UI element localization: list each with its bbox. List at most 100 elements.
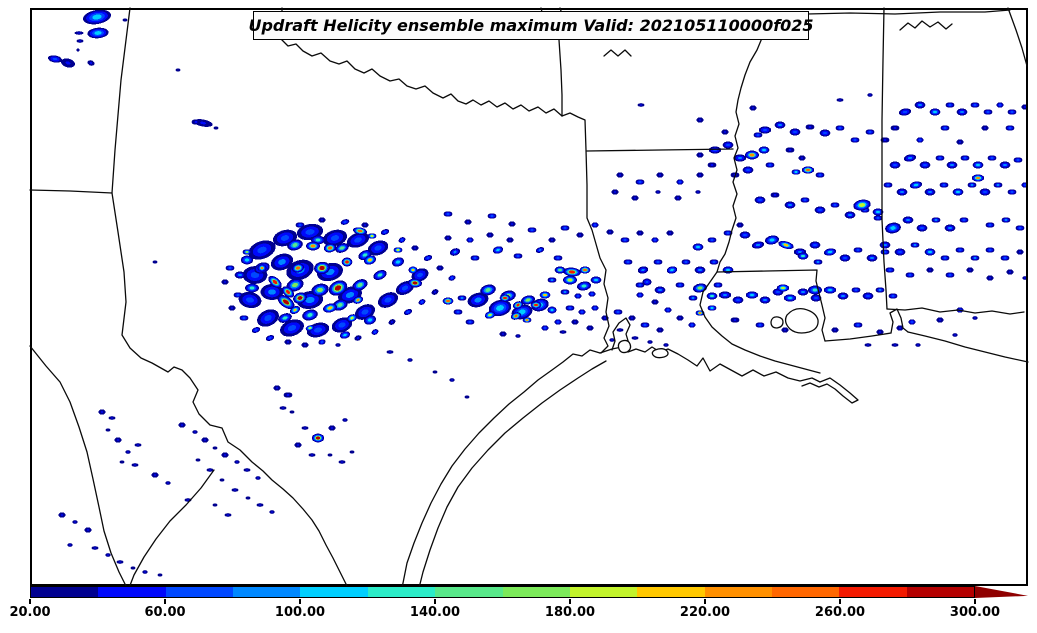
- storm-cell: [114, 437, 122, 443]
- storm-cell: [72, 520, 78, 524]
- storm-cell: [902, 152, 918, 164]
- storm-cell: [175, 68, 181, 72]
- storm-cell: [84, 527, 92, 533]
- storm-cell: [74, 31, 84, 35]
- storm-cell: [955, 247, 965, 253]
- colorbar-tick: [29, 599, 31, 604]
- storm-cell: [361, 222, 369, 228]
- colorbar-tick: [569, 599, 571, 604]
- storm-cell: [809, 241, 821, 249]
- storm-cell: [134, 443, 142, 447]
- storm-cell: [122, 18, 128, 22]
- storm-cell: [814, 206, 826, 214]
- title-box: Updraft Helicity ensemble maximum Valid:…: [248, 11, 814, 40]
- storm-cell: [765, 162, 775, 168]
- storm-cell: [58, 56, 78, 70]
- storm-cell: [924, 248, 936, 256]
- storm-cell: [430, 287, 440, 297]
- storm-cell: [571, 319, 579, 325]
- storm-cell: [696, 152, 704, 158]
- storm-cell: [940, 125, 950, 131]
- storm-cell: [815, 172, 825, 178]
- storm-cell: [499, 294, 511, 302]
- storm-cell: [681, 259, 691, 265]
- storm-cell: [623, 259, 633, 265]
- storm-cell: [379, 227, 391, 237]
- storm-cell: [1006, 269, 1014, 275]
- storm-cell: [178, 422, 186, 428]
- storm-cell: [554, 266, 566, 274]
- storm-cell: [656, 172, 664, 178]
- storm-cell: [606, 229, 614, 235]
- storm-cell: [234, 271, 246, 279]
- storm-cell: [402, 307, 414, 317]
- storm-cell: [692, 243, 704, 251]
- storm-cell: [119, 460, 125, 464]
- storm-cell: [654, 286, 666, 294]
- colorbar-overflow-arrow: [975, 586, 1028, 598]
- storm-cell: [457, 295, 467, 301]
- storm-cell: [338, 329, 352, 341]
- colorbar-segment: [435, 587, 503, 597]
- storm-cell: [837, 292, 849, 300]
- storm-cell: [131, 463, 139, 467]
- storm-cell: [305, 241, 321, 251]
- colorbar-tick-label: 140.00: [409, 605, 461, 620]
- storm-cell: [883, 182, 893, 188]
- storm-cell: [635, 282, 645, 288]
- storm-cell: [996, 102, 1004, 108]
- storm-cell: [807, 285, 823, 295]
- storm-cell: [755, 322, 765, 328]
- storm-cell: [499, 331, 507, 337]
- storm-cell: [295, 222, 305, 228]
- colorbar-tick: [839, 599, 841, 604]
- storm-cell: [1007, 109, 1017, 115]
- storm-cell: [936, 317, 944, 323]
- storm-cell: [665, 265, 679, 275]
- storm-cell: [240, 255, 254, 265]
- storm-cell: [894, 248, 906, 256]
- colorbar-tick: [974, 599, 976, 604]
- storm-cell: [993, 182, 1003, 188]
- colorbar-segment: [771, 587, 840, 597]
- storm-cell: [225, 265, 235, 271]
- storm-cell: [255, 476, 261, 480]
- storm-cell: [865, 129, 875, 135]
- storm-cell: [707, 162, 717, 168]
- storm-cell: [890, 125, 900, 131]
- storm-cell: [257, 264, 267, 272]
- storm-cell: [506, 237, 514, 243]
- storm-cell: [224, 513, 232, 517]
- storm-cell: [522, 317, 532, 323]
- storm-cell: [539, 291, 551, 299]
- storm-cell: [397, 235, 407, 245]
- storm-cell: [466, 237, 474, 243]
- storm-cell: [635, 179, 645, 185]
- storm-cell: [637, 103, 645, 107]
- storm-cell: [184, 498, 192, 502]
- storm-cell: [201, 437, 209, 443]
- storm-cell: [791, 169, 801, 175]
- storm-cell: [370, 267, 390, 283]
- storm-cell: [879, 241, 891, 249]
- storm-cell: [831, 327, 839, 333]
- storm-cell: [759, 296, 771, 304]
- storm-cell: [722, 141, 734, 149]
- storm-cell: [805, 322, 815, 328]
- colorbar-tick-label: 20.00: [9, 605, 51, 620]
- storm-cell: [432, 370, 438, 374]
- storm-cell: [836, 98, 844, 102]
- storm-cell: [318, 217, 326, 223]
- storm-cell: [443, 211, 453, 217]
- storm-cell: [588, 291, 596, 297]
- storm-cell: [308, 453, 316, 457]
- storm-cell: [559, 330, 567, 334]
- storm-cell: [655, 190, 661, 194]
- storm-cell: [1015, 225, 1025, 231]
- storm-cell: [601, 315, 609, 321]
- storm-cell: [244, 283, 260, 293]
- storm-cell: [565, 305, 575, 311]
- storm-cell: [880, 137, 890, 143]
- storm-cell: [883, 220, 903, 236]
